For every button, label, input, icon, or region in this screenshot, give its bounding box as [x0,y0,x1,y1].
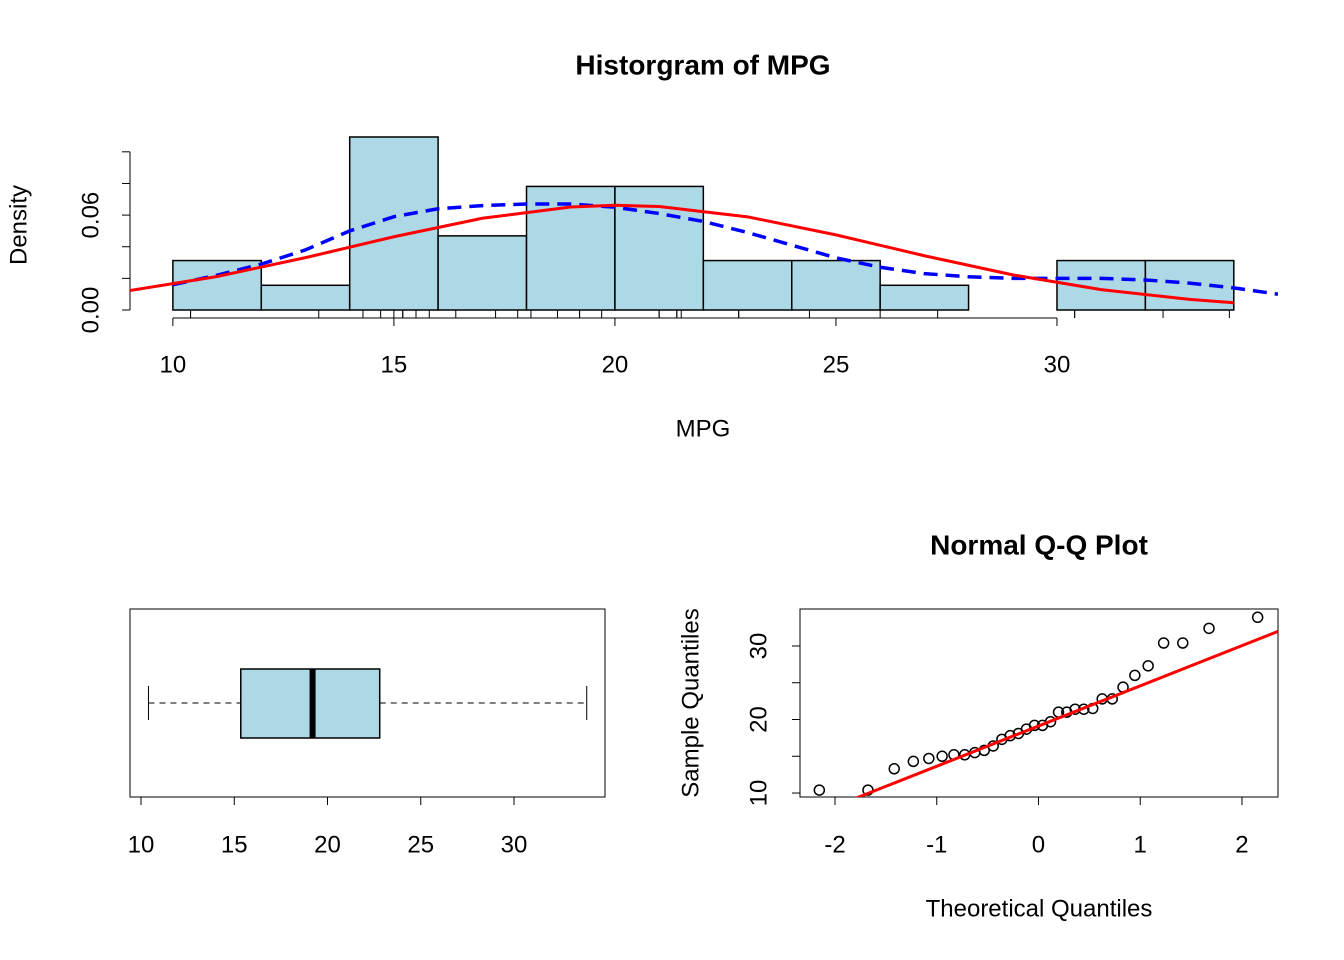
point [1142,660,1154,672]
x-tick-label: 15 [381,351,408,378]
point [1203,622,1215,635]
y-tick-label: 10 [745,780,772,807]
bar [879,284,970,311]
point [1177,637,1189,649]
y-axis-label: Density [5,185,32,265]
point [813,784,826,796]
bar [790,259,881,311]
chart-title: Normal Q-Q Plot [930,529,1148,560]
point [936,750,948,763]
curves [130,202,1278,305]
x-tick-label: 20 [314,831,341,858]
x-tick-label: 10 [160,351,187,378]
point [888,763,900,775]
x-tick-label: 30 [501,831,528,858]
y-tick-label: 0.00 [77,287,104,334]
bar [260,284,351,311]
bar [702,259,793,311]
y-tick-label: 0.06 [77,192,104,239]
y-tick-label: 30 [745,633,772,660]
x-tick-label: 20 [602,351,629,378]
x-tick-label: 1 [1134,831,1147,858]
x-axis-label: MPG [676,415,731,442]
point [1129,669,1141,682]
x-axis-label: Theoretical Quantiles [926,895,1153,922]
x-tick-label: 25 [407,831,434,858]
x-tick-label: 30 [1044,351,1071,378]
bar [437,235,528,311]
plot-frame [799,608,1279,798]
point [1157,637,1170,649]
qq-line-clip [854,630,1278,797]
point [907,755,920,768]
x-tick-label: -2 [824,831,845,858]
y-axis-label: Sample Quantiles [677,608,704,797]
density-curve [130,203,1234,305]
x-tick-label: 10 [128,831,155,858]
x-tick-label: 25 [823,351,850,378]
x-tick-label: 0 [1032,831,1045,858]
x-tick-label: -1 [926,831,947,858]
x-tick-label: 15 [221,831,248,858]
x-tick-label: 2 [1235,831,1248,858]
point [923,752,935,765]
point [1251,611,1264,624]
chart-title: Historgram of MPG [575,49,830,80]
bar [348,136,439,311]
qq-line [854,630,1278,797]
y-tick-label: 20 [745,706,772,733]
